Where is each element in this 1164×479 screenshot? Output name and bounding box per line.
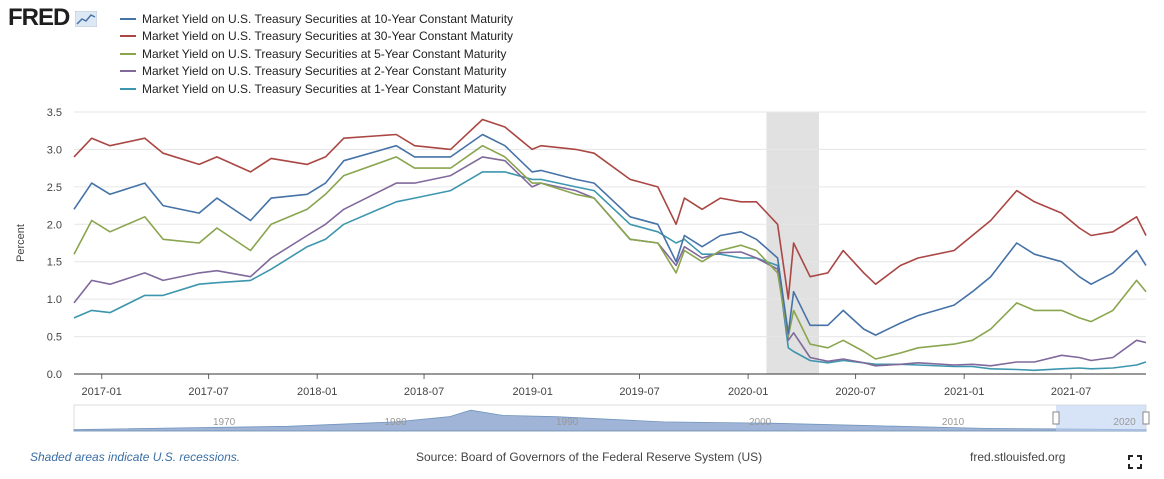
fred-logo-text: FRED: [8, 4, 70, 31]
y-axis-label: Percent: [15, 224, 27, 262]
y-tick-label: 0.0: [47, 369, 62, 381]
navigator-handle[interactable]: [1142, 411, 1150, 425]
series-line: [73, 156, 1147, 367]
x-tick-label: 2020-07: [835, 386, 875, 398]
legend-label: Market Yield on U.S. Treasury Securities…: [142, 46, 507, 61]
y-tick-label: 2.0: [47, 219, 62, 231]
x-tick-label: 2021-07: [1051, 386, 1091, 398]
navigator-label: 2010: [942, 417, 965, 428]
legend-label: Market Yield on U.S. Treasury Securities…: [142, 81, 507, 96]
x-tick-label: 2018-01: [297, 386, 337, 398]
legend-label: Market Yield on U.S. Treasury Securities…: [142, 11, 514, 26]
plot-area: [74, 112, 1146, 374]
x-tick-label: 2019-07: [619, 386, 659, 398]
y-tick-label: 0.5: [47, 332, 62, 344]
y-tick-label: 3.0: [47, 144, 62, 156]
navigator-label: 2000: [749, 417, 772, 428]
x-tick-label: 2017-01: [82, 386, 122, 398]
x-tick-label: 2020-01: [728, 386, 768, 398]
legend-swatch: [120, 87, 136, 90]
y-tick-label: 1.5: [47, 257, 62, 269]
navigator-handle[interactable]: [1052, 411, 1060, 425]
line-chart: 0.0 0.5 1.0 1.5 2.0 2.5 3.0 3.5 2017-01 2017-07 20…: [15, 107, 1150, 432]
recession-note: Shaded areas indicate U.S. recessions.: [30, 450, 241, 464]
legend-label: Market Yield on U.S. Treasury Securities…: [142, 64, 507, 79]
series-line: [73, 118, 1147, 300]
series-line: [73, 171, 1147, 372]
recession-band: [766, 112, 819, 374]
y-tick-label: 3.5: [47, 107, 62, 119]
site-link[interactable]: fred.stlouisfed.org: [970, 450, 1066, 464]
navigator-label: 2020: [1113, 417, 1136, 428]
navigator-label: 1970: [213, 417, 236, 428]
legend-item[interactable]: Market Yield on U.S. Treasury Securities…: [120, 28, 513, 46]
navigator-label: 1990: [556, 417, 579, 428]
y-tick-label: 1.0: [47, 294, 62, 306]
x-tick-label: 2018-07: [404, 386, 444, 398]
legend-item[interactable]: Market Yield on U.S. Treasury Securities…: [120, 10, 513, 28]
legend-label: Market Yield on U.S. Treasury Securities…: [142, 29, 514, 44]
legend-swatch: [120, 70, 136, 73]
x-tick-label: 2021-01: [944, 386, 984, 398]
legend-item[interactable]: Market Yield on U.S. Treasury Securities…: [120, 80, 513, 98]
y-tick-label: 2.5: [47, 182, 62, 194]
x-tick-label: 2019-01: [512, 386, 552, 398]
legend-swatch: [120, 52, 136, 55]
legend-item[interactable]: Market Yield on U.S. Treasury Securities…: [120, 45, 513, 63]
navigator-label: 1980: [384, 417, 407, 428]
series-line: [73, 144, 1147, 360]
x-tick-label: 2017-07: [188, 386, 228, 398]
legend-swatch: [120, 35, 136, 38]
source-text: Source: Board of Governors of the Federa…: [416, 450, 763, 464]
fullscreen-icon[interactable]: [1128, 455, 1142, 469]
series-line: [73, 133, 1147, 336]
legend-swatch: [120, 17, 136, 20]
navigator-selection: [1056, 405, 1146, 431]
chart-legend: Market Yield on U.S. Treasury Securities…: [120, 10, 513, 98]
legend-item[interactable]: Market Yield on U.S. Treasury Securities…: [120, 63, 513, 81]
